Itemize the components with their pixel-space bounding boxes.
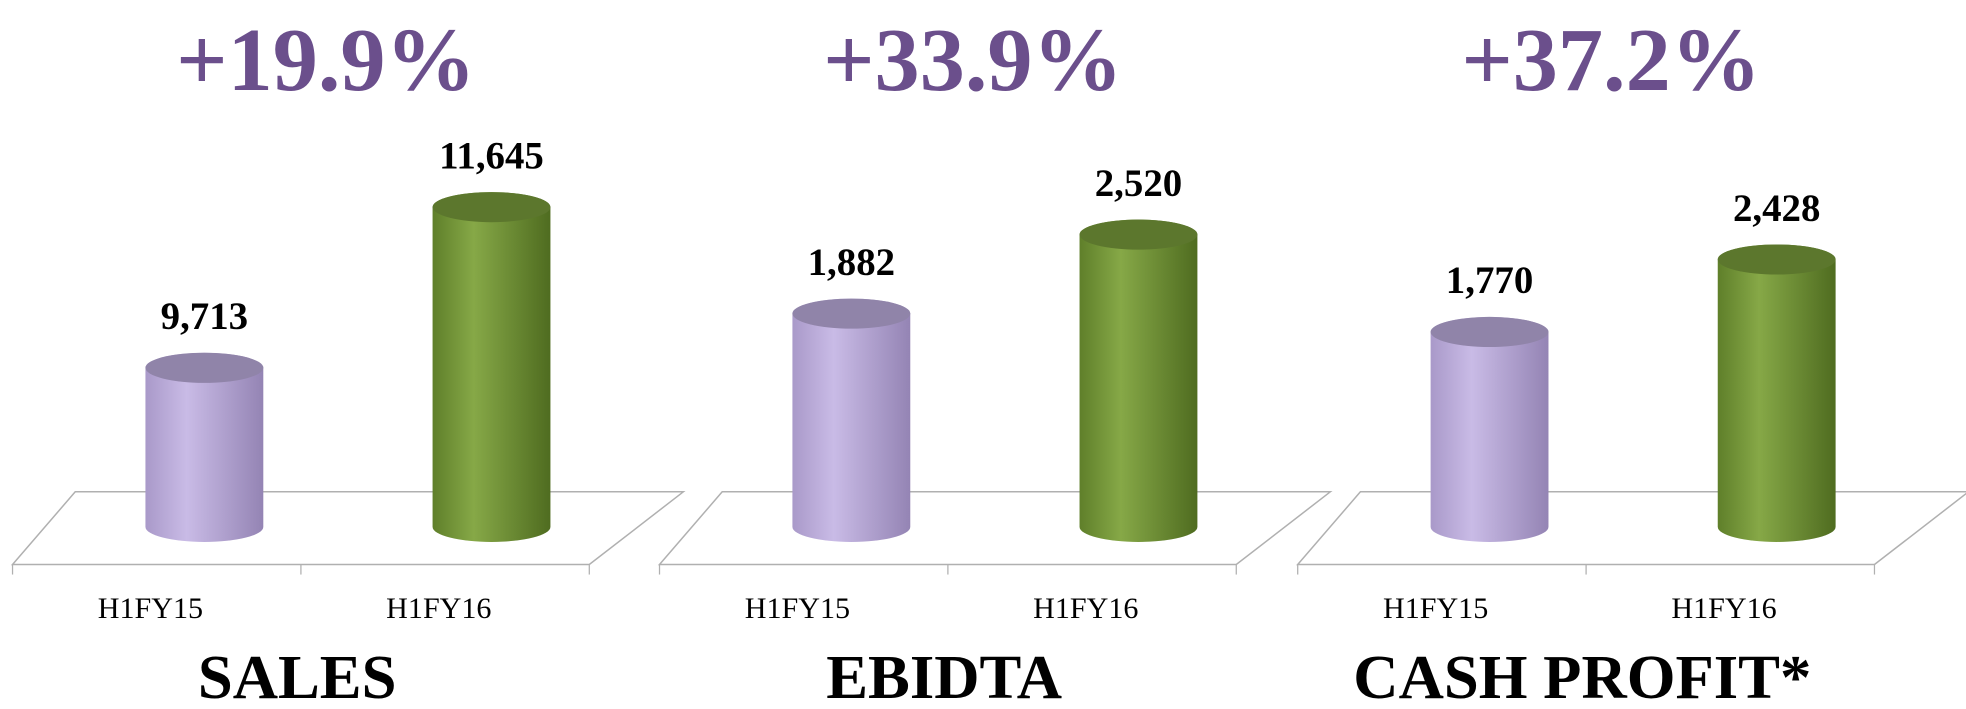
value-label: 1,770 (1446, 259, 1533, 302)
panel: 1,882 H1FY15 2,520 H1FY16 EBIDTA +33.9% (657, 10, 1333, 709)
bar-top (1717, 244, 1836, 275)
bar (145, 352, 264, 542)
value-label: 9,713 (161, 295, 248, 338)
bar-top (1430, 316, 1549, 348)
bar (432, 192, 551, 542)
value-label: 1,882 (808, 241, 895, 284)
bar-top (1079, 219, 1198, 250)
bar-top (792, 298, 911, 329)
bar-top (145, 352, 264, 383)
bar (1430, 316, 1549, 542)
x-tick-label: H1FY16 (1033, 591, 1138, 625)
x-tick-label: H1FY15 (98, 591, 203, 625)
value-label: 2,520 (1095, 162, 1182, 205)
chart-title: CASH PROFIT* (1353, 642, 1811, 709)
annotation: +37.2% (1461, 10, 1761, 110)
floor (657, 491, 1333, 566)
x-tick-label: H1FY16 (1671, 591, 1776, 625)
value-label: 11,645 (439, 134, 544, 177)
chart-title: SALES (198, 642, 397, 709)
x-tick-label: H1FY16 (386, 591, 491, 625)
annotation: +19.9% (176, 10, 476, 110)
bar (792, 298, 911, 542)
panel: 9,713 H1FY15 11,645 H1FY16 SALES +19.9% (10, 10, 686, 709)
x-tick-label: H1FY15 (1383, 591, 1488, 625)
chart-title: EBIDTA (826, 642, 1062, 709)
annotation: +33.9% (823, 10, 1123, 110)
bar (1079, 219, 1198, 542)
value-label: 2,428 (1733, 187, 1820, 230)
bar (1717, 244, 1836, 542)
floor (1296, 491, 1966, 566)
floor (10, 491, 686, 566)
bar-top (432, 192, 551, 223)
panel: 1,770 H1FY15 2,428 H1FY16 CASH PROFIT* +37.2% (1296, 10, 1966, 709)
x-tick-label: H1FY15 (745, 591, 850, 625)
